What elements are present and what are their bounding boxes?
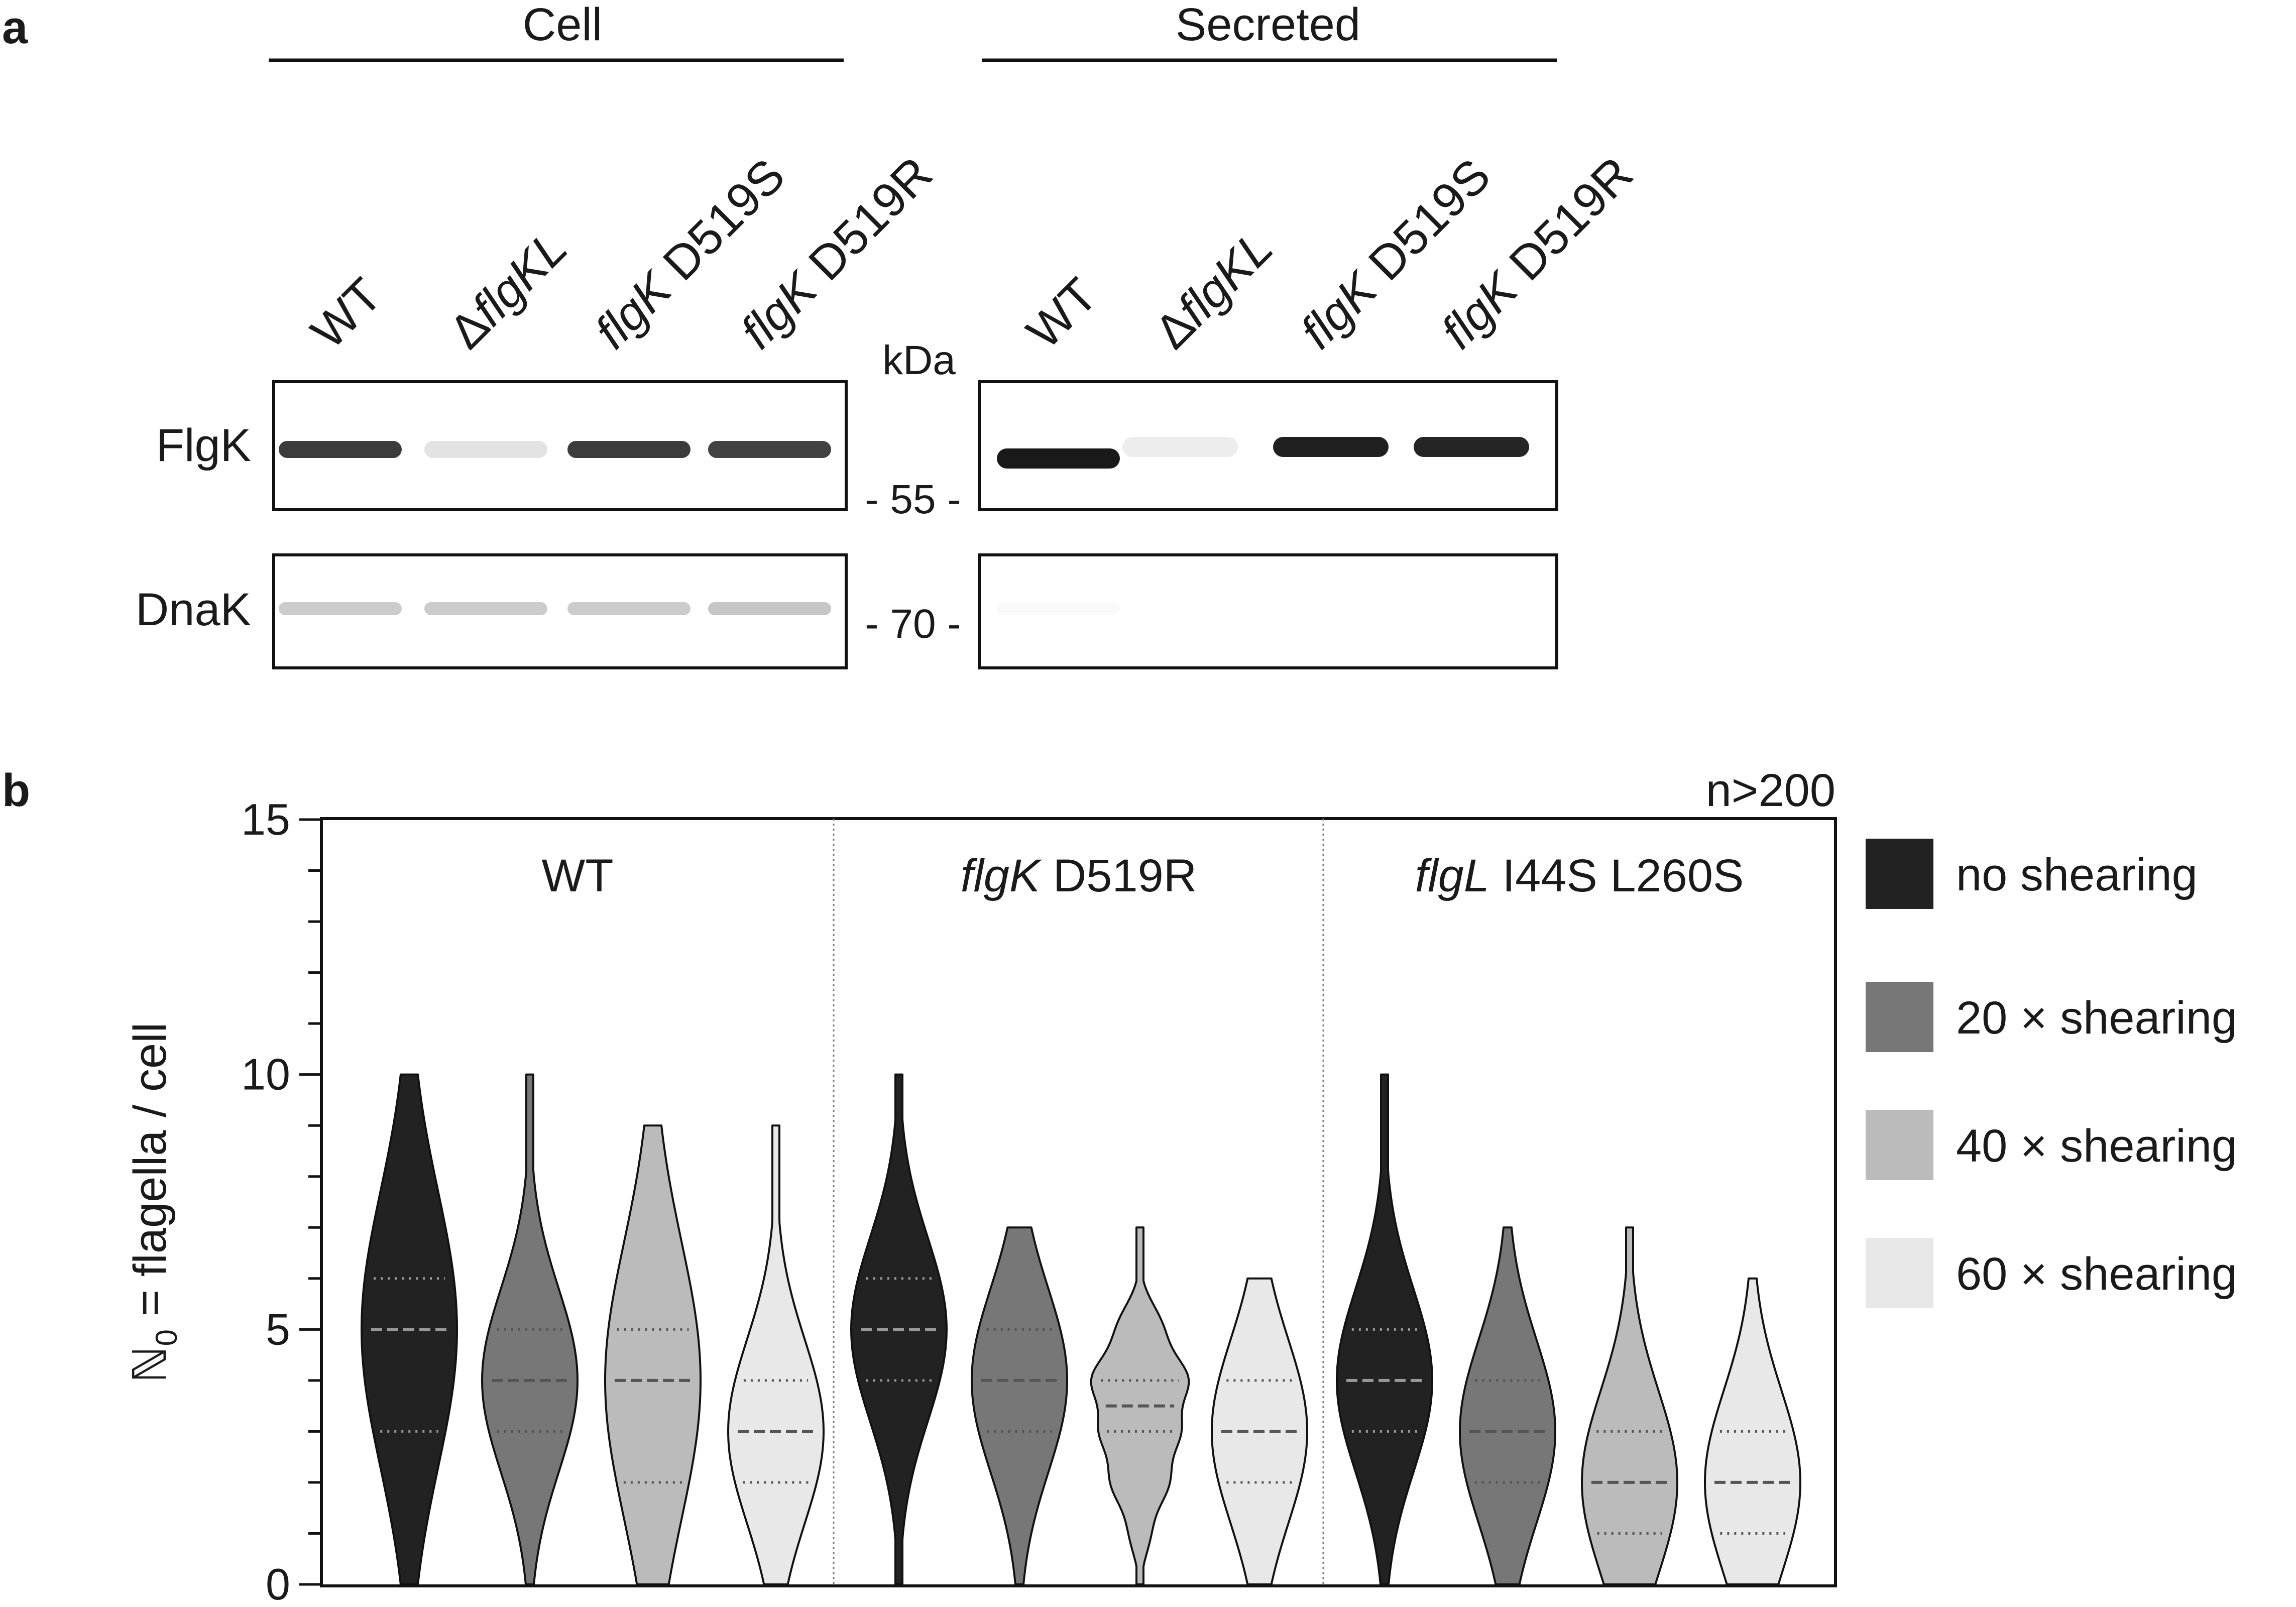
cell-lane-label-3-plain: D519R (789, 147, 943, 300)
violin-shape (1336, 1073, 1433, 1585)
group-title-1: flgK D519R (961, 850, 1197, 901)
legend-swatch (1866, 839, 1933, 909)
cell-lane-label-0: WT (301, 268, 392, 359)
violin-shape (1581, 1226, 1678, 1585)
legend-label: no shearing (1956, 849, 2198, 900)
n-label: n>200 (1706, 765, 1835, 816)
marker-70: - 70 - (865, 601, 961, 647)
panel-a-letter: a (2, 2, 28, 53)
band-0-cell-3 (708, 441, 831, 458)
legend-label: 20 × shearing (1956, 992, 2237, 1044)
group-label-secreted: Secreted (1176, 0, 1360, 50)
legend-label: 60 × shearing (1956, 1248, 2237, 1300)
band-1-secreted-0 (997, 602, 1120, 615)
cell-lane-label-0-plain: WT (301, 268, 392, 359)
group-title-2-plain: I44S L260S (1489, 850, 1744, 901)
group-title-0: WT (541, 850, 613, 901)
group-title-2-italic: flgL (1415, 850, 1489, 901)
band-1-cell-1 (424, 602, 547, 615)
secreted-lane-label-3-plain: D519R (1489, 147, 1643, 300)
band-1-cell-3 (708, 602, 831, 615)
group-titles: WT flgK D519R flgL I44S L260S (541, 850, 1744, 901)
y-axis: 0 5 10 15 (241, 794, 323, 1607)
marker-55: - 55 - (865, 477, 961, 522)
band-1-cell-0 (279, 602, 402, 615)
y-axis-title: ℕ0 = flagella / cell (125, 1022, 183, 1383)
band-0-cell-1 (424, 441, 547, 458)
band-1-cell-2 (567, 602, 691, 615)
band-0-secreted-3 (1414, 437, 1529, 457)
row-label-flgk: FlgK (156, 420, 251, 471)
y-tick-label: 5 (266, 1304, 290, 1354)
cell-lane-label-2-plain: D519S (643, 149, 795, 300)
legend-label: 40 × shearing (1956, 1120, 2237, 1172)
legend-swatch (1866, 1110, 1933, 1180)
y-tick-label: 10 (241, 1050, 290, 1099)
band-0-secreted-2 (1273, 437, 1389, 457)
y-tick-label: 15 (241, 794, 290, 844)
violin-shape (604, 1124, 702, 1585)
violin-shape (1704, 1277, 1801, 1585)
legend-swatch (1866, 1238, 1933, 1308)
legend: no shearing 20 × shearing 40 × shearing 60 … (1866, 839, 2237, 1308)
violin-shape (971, 1226, 1068, 1585)
panel-b-letter: b (2, 765, 30, 816)
panel-b: b n>200 WT flgK D519R flgL I44S L260S 0 5 10… (2, 765, 2237, 1607)
violin-shape (727, 1124, 825, 1585)
violin-shape (481, 1073, 579, 1585)
legend-swatch (1866, 982, 1933, 1052)
violins (361, 1073, 1801, 1585)
secreted-lane-label-0: WT (1016, 268, 1107, 359)
secreted-lane-label-1: ΔflgKL (1144, 220, 1283, 359)
cell-lane-label-1: ΔflgKL (439, 220, 578, 359)
band-0-cell-0 (279, 441, 402, 458)
row-label-dnak: DnaK (136, 584, 251, 635)
y-tick-label: 0 (266, 1559, 290, 1607)
band-0-cell-2 (567, 441, 691, 458)
violin-shape (1459, 1226, 1556, 1585)
blot-bands (279, 437, 1529, 615)
group-title-1-italic: flgK (961, 850, 1042, 901)
kda-label: kDa (882, 337, 956, 383)
band-0-secreted-0 (997, 448, 1120, 469)
group-title-2: flgL I44S L260S (1415, 850, 1744, 901)
band-0-secreted-1 (1122, 437, 1238, 457)
group-label-cell: Cell (523, 0, 602, 50)
secreted-lane-label-0-plain: WT (1016, 268, 1107, 359)
group-title-0-plain: WT (541, 850, 613, 901)
group-title-1-plain: D519R (1040, 850, 1197, 901)
